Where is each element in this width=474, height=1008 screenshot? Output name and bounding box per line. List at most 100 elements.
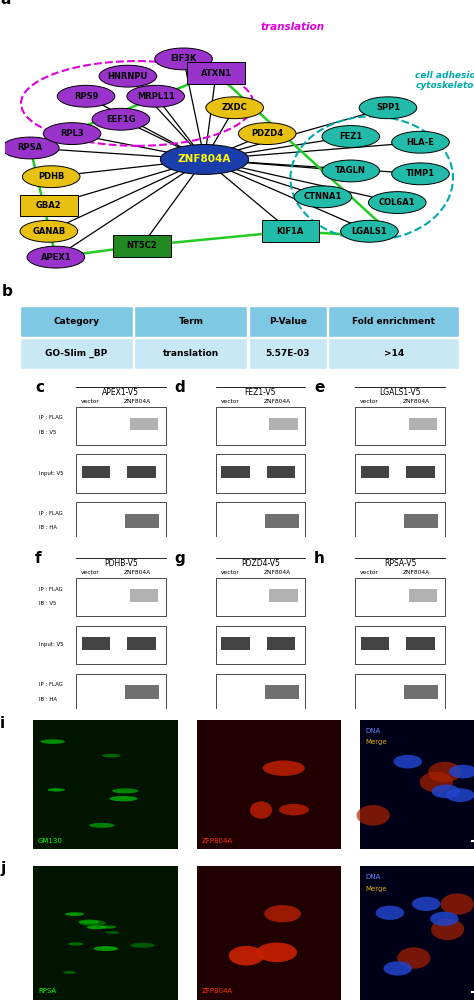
FancyBboxPatch shape xyxy=(113,235,171,257)
Ellipse shape xyxy=(65,912,84,916)
Ellipse shape xyxy=(359,97,417,119)
FancyBboxPatch shape xyxy=(197,866,341,1000)
Text: ZFP804A: ZFP804A xyxy=(201,838,233,844)
FancyBboxPatch shape xyxy=(33,720,178,849)
Ellipse shape xyxy=(322,160,380,181)
FancyBboxPatch shape xyxy=(356,455,445,493)
FancyBboxPatch shape xyxy=(127,466,156,478)
Text: translation: translation xyxy=(163,349,219,358)
FancyBboxPatch shape xyxy=(76,406,165,445)
Text: ZNF804A: ZNF804A xyxy=(178,154,231,164)
FancyBboxPatch shape xyxy=(20,195,78,217)
Ellipse shape xyxy=(368,192,426,214)
FancyBboxPatch shape xyxy=(216,406,305,445)
Text: ZNF804A: ZNF804A xyxy=(124,571,151,576)
Ellipse shape xyxy=(430,911,458,926)
Text: LGALS1: LGALS1 xyxy=(352,227,387,236)
FancyBboxPatch shape xyxy=(221,466,250,478)
FancyBboxPatch shape xyxy=(197,720,341,849)
Ellipse shape xyxy=(431,918,464,940)
FancyBboxPatch shape xyxy=(409,418,438,430)
FancyBboxPatch shape xyxy=(216,455,305,493)
Ellipse shape xyxy=(63,971,76,974)
Text: Fold enrichment: Fold enrichment xyxy=(352,317,435,326)
Text: MRPL11: MRPL11 xyxy=(137,92,174,101)
Text: ZNF804A: ZNF804A xyxy=(403,399,430,404)
Ellipse shape xyxy=(93,947,118,951)
Ellipse shape xyxy=(102,754,120,757)
Ellipse shape xyxy=(392,163,449,184)
FancyBboxPatch shape xyxy=(406,637,435,649)
Text: DNA: DNA xyxy=(365,729,380,735)
Ellipse shape xyxy=(264,905,301,922)
Text: >14: >14 xyxy=(383,349,404,358)
FancyBboxPatch shape xyxy=(404,685,438,699)
Ellipse shape xyxy=(393,755,422,768)
Text: j: j xyxy=(0,861,5,876)
FancyBboxPatch shape xyxy=(76,673,165,712)
FancyBboxPatch shape xyxy=(356,626,445,664)
FancyBboxPatch shape xyxy=(216,502,305,540)
Ellipse shape xyxy=(238,123,296,144)
Ellipse shape xyxy=(160,144,248,174)
Text: SPP1: SPP1 xyxy=(376,103,400,112)
Text: EEF1G: EEF1G xyxy=(106,115,136,124)
Text: vector: vector xyxy=(360,399,379,404)
FancyBboxPatch shape xyxy=(328,305,459,337)
Text: HNRNPU: HNRNPU xyxy=(108,72,148,81)
Ellipse shape xyxy=(92,108,150,130)
Text: APEX1: APEX1 xyxy=(40,253,71,262)
Ellipse shape xyxy=(376,905,404,920)
FancyBboxPatch shape xyxy=(249,305,327,337)
FancyBboxPatch shape xyxy=(360,866,474,1000)
FancyBboxPatch shape xyxy=(82,637,110,649)
FancyBboxPatch shape xyxy=(216,626,305,664)
FancyBboxPatch shape xyxy=(130,590,158,602)
FancyBboxPatch shape xyxy=(409,590,438,602)
Ellipse shape xyxy=(420,772,453,792)
FancyBboxPatch shape xyxy=(187,62,245,85)
Text: IP : FLAG: IP : FLAG xyxy=(39,682,63,687)
Text: GANAB: GANAB xyxy=(32,227,65,236)
Ellipse shape xyxy=(87,925,107,929)
Ellipse shape xyxy=(112,788,138,793)
Ellipse shape xyxy=(22,165,80,187)
FancyBboxPatch shape xyxy=(406,466,435,478)
FancyBboxPatch shape xyxy=(125,514,159,527)
FancyBboxPatch shape xyxy=(76,455,165,493)
Text: 5.57E-03: 5.57E-03 xyxy=(265,349,310,358)
Ellipse shape xyxy=(43,123,101,144)
Ellipse shape xyxy=(412,897,440,911)
Ellipse shape xyxy=(1,137,59,159)
Text: RPS9: RPS9 xyxy=(74,92,98,101)
FancyBboxPatch shape xyxy=(216,673,305,712)
Text: ATXN1: ATXN1 xyxy=(201,69,232,78)
FancyBboxPatch shape xyxy=(20,305,133,337)
Text: APEX1-V5: APEX1-V5 xyxy=(102,387,139,396)
Ellipse shape xyxy=(109,796,137,801)
FancyBboxPatch shape xyxy=(125,685,159,699)
FancyBboxPatch shape xyxy=(216,578,305,616)
FancyBboxPatch shape xyxy=(20,338,133,369)
Ellipse shape xyxy=(250,801,272,818)
Text: PDHB-V5: PDHB-V5 xyxy=(104,558,138,568)
Ellipse shape xyxy=(279,804,309,815)
Ellipse shape xyxy=(27,246,85,268)
FancyBboxPatch shape xyxy=(76,578,165,616)
Text: GBA2: GBA2 xyxy=(36,201,62,210)
Text: ZXDC: ZXDC xyxy=(222,103,247,112)
Ellipse shape xyxy=(57,86,115,107)
Text: vector: vector xyxy=(220,399,239,404)
Text: DNA: DNA xyxy=(365,874,380,880)
Text: c: c xyxy=(35,380,44,394)
FancyBboxPatch shape xyxy=(328,338,459,369)
Ellipse shape xyxy=(383,962,412,976)
Text: ZNF804A: ZNF804A xyxy=(403,571,430,576)
Ellipse shape xyxy=(127,86,184,107)
Text: GM130: GM130 xyxy=(38,838,63,844)
Text: TIMP1: TIMP1 xyxy=(406,169,435,178)
Text: Input: V5: Input: V5 xyxy=(39,471,64,476)
FancyBboxPatch shape xyxy=(33,866,178,1000)
FancyBboxPatch shape xyxy=(361,637,389,649)
FancyBboxPatch shape xyxy=(249,338,327,369)
